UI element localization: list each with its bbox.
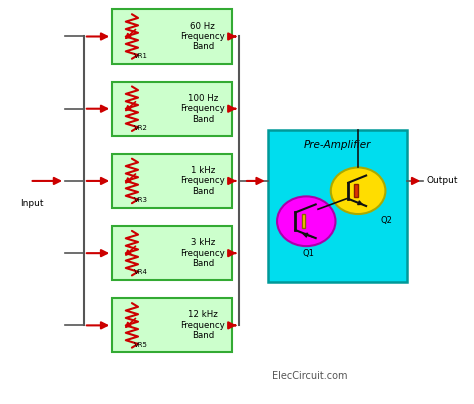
Text: Pre-Amplifier: Pre-Amplifier	[303, 140, 371, 150]
Text: 3 kHz
Frequency
Band: 3 kHz Frequency Band	[181, 238, 225, 268]
Text: 60 Hz
Frequency
Band: 60 Hz Frequency Band	[181, 21, 225, 51]
FancyBboxPatch shape	[112, 9, 232, 63]
Text: Input: Input	[20, 198, 44, 208]
Text: VR4: VR4	[134, 269, 148, 276]
Text: ElecCircuit.com: ElecCircuit.com	[273, 370, 348, 381]
FancyBboxPatch shape	[112, 226, 232, 280]
Text: 12 kHz
Frequency
Band: 12 kHz Frequency Band	[181, 311, 225, 340]
FancyBboxPatch shape	[112, 82, 232, 136]
Circle shape	[331, 168, 385, 214]
Text: VR1: VR1	[134, 53, 148, 59]
Text: Q1: Q1	[303, 249, 315, 258]
Text: Output: Output	[427, 177, 458, 185]
Text: VR3: VR3	[134, 197, 148, 203]
FancyBboxPatch shape	[112, 298, 232, 352]
Circle shape	[277, 196, 336, 246]
FancyBboxPatch shape	[268, 130, 407, 282]
FancyBboxPatch shape	[112, 154, 232, 208]
Text: 1 kHz
Frequency
Band: 1 kHz Frequency Band	[181, 166, 225, 196]
Text: VR2: VR2	[134, 125, 148, 131]
Bar	[301, 214, 305, 229]
Bar	[355, 184, 357, 197]
Text: VR5: VR5	[134, 342, 148, 348]
Text: Q2: Q2	[381, 216, 392, 225]
Text: 100 Hz
Frequency
Band: 100 Hz Frequency Band	[181, 94, 225, 124]
